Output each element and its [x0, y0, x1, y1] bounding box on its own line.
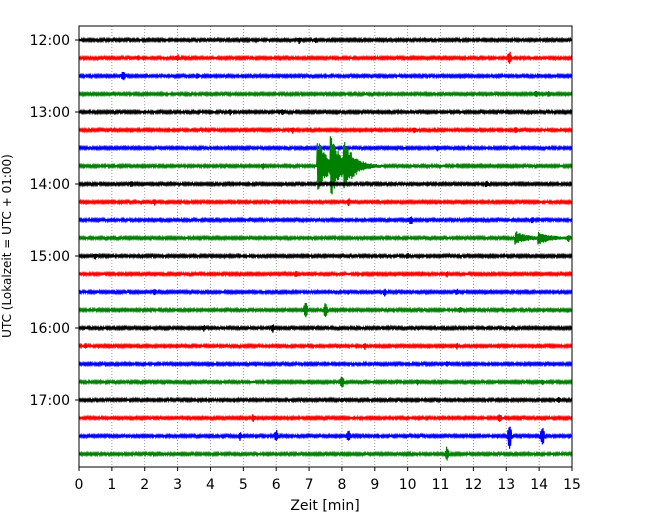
y-tick-label: 13:00	[30, 105, 70, 121]
x-tick-label: 9	[370, 477, 379, 493]
trace-1745	[78, 446, 573, 461]
trace-1245	[78, 90, 573, 98]
trace-1415	[78, 198, 573, 206]
y-tick-label: 15:00	[30, 249, 70, 265]
y-axis-title: UTC (Lokalzeit = UTC + 01:00)	[0, 154, 14, 338]
trace-1545	[78, 302, 573, 318]
x-tick-label: 2	[140, 477, 149, 493]
trace-1615	[78, 342, 573, 351]
x-tick-label: 5	[239, 477, 248, 493]
x-tick-label: 13	[497, 477, 515, 493]
trace-1430	[78, 216, 573, 224]
x-tick-label: 7	[305, 477, 314, 493]
x-axis-ticks: 0 1 2 3 4 5 6 7 8 9 10 11 12 13 14 15	[75, 467, 581, 493]
trace-1645	[78, 376, 573, 388]
trace-1700	[78, 396, 573, 404]
trace-1215	[78, 51, 573, 64]
trace-lines	[78, 36, 573, 461]
trace-1200	[78, 36, 573, 45]
trace-1400	[78, 180, 573, 188]
trace-1330	[78, 144, 573, 152]
x-tick-label: 10	[399, 477, 417, 493]
x-tick-label: 0	[75, 477, 84, 493]
x-tick-label: 15	[563, 477, 581, 493]
y-tick-label: 12:00	[30, 33, 70, 49]
y-tick-label: 14:00	[30, 177, 70, 193]
trace-1445	[78, 231, 573, 245]
trace-1715	[78, 414, 573, 423]
trace-1730	[78, 426, 573, 449]
trace-1345	[78, 136, 573, 195]
y-axis-ticks: 12:00 13:00 14:00 15:00 16:00 17:00	[30, 33, 79, 409]
x-tick-label: 1	[107, 477, 116, 493]
plot-frame	[78, 25, 573, 468]
trace-1500	[78, 252, 573, 260]
trace-1515	[78, 270, 573, 278]
x-tick-label: 12	[464, 477, 482, 493]
x-tick-label: 8	[337, 477, 346, 493]
x-tick-label: 3	[173, 477, 182, 493]
trace-1300	[78, 108, 573, 116]
y-tick-label: 16:00	[30, 321, 70, 337]
x-tick-label: 14	[530, 477, 548, 493]
x-tick-label: 4	[206, 477, 215, 493]
trace-1230	[78, 71, 573, 81]
x-axis-title: Zeit [min]	[290, 498, 359, 514]
trace-1600	[78, 324, 573, 333]
trace-1530	[78, 288, 573, 297]
trace-1630	[78, 360, 573, 368]
y-tick-label: 17:00	[30, 393, 70, 409]
trace-1315	[78, 126, 573, 134]
x-tick-label: 6	[272, 477, 281, 493]
x-tick-label: 11	[432, 477, 450, 493]
